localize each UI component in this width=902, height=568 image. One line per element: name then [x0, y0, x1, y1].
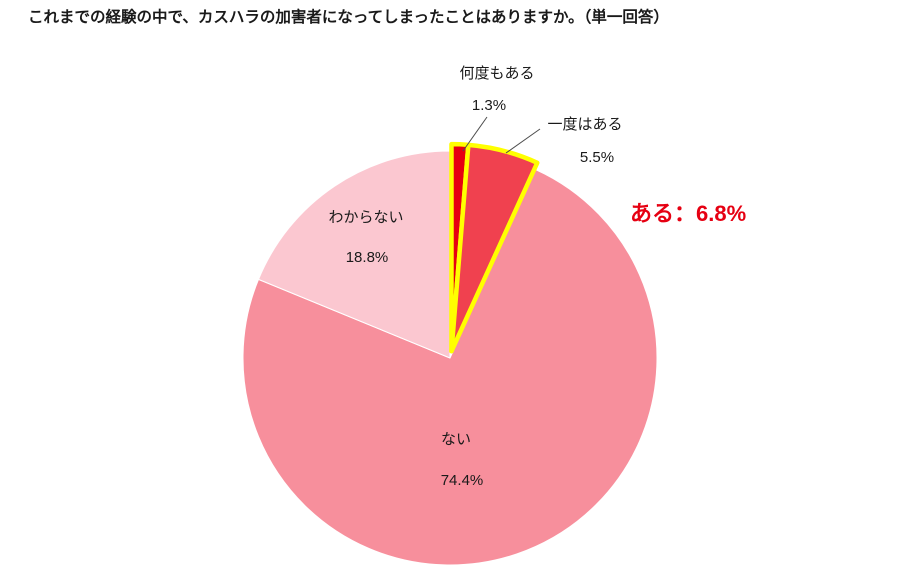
slice-label-3: わからない	[328, 209, 403, 226]
leader-line-0	[462, 116, 488, 152]
chart-annotation: ある：6.8%	[630, 201, 747, 226]
slice-value-2: 74.4%	[441, 472, 484, 489]
slice-value-0: 1.3%	[472, 97, 506, 114]
pie-slice-2	[242, 169, 658, 566]
slice-label-0: 何度もある	[459, 65, 534, 82]
slice-value-1: 5.5%	[580, 149, 614, 166]
slice-label-2: ない	[441, 431, 471, 448]
slice-value-3: 18.8%	[346, 249, 389, 266]
pie-slice-1	[449, 142, 540, 354]
leader-line-1	[505, 128, 541, 154]
slice-label-1: 一度はある	[547, 116, 622, 133]
chart-title: これまでの経験の中で、カスハラの加害者になってしまったことはありますか。（単一回…	[28, 9, 669, 26]
pie-slice-3	[258, 150, 451, 359]
